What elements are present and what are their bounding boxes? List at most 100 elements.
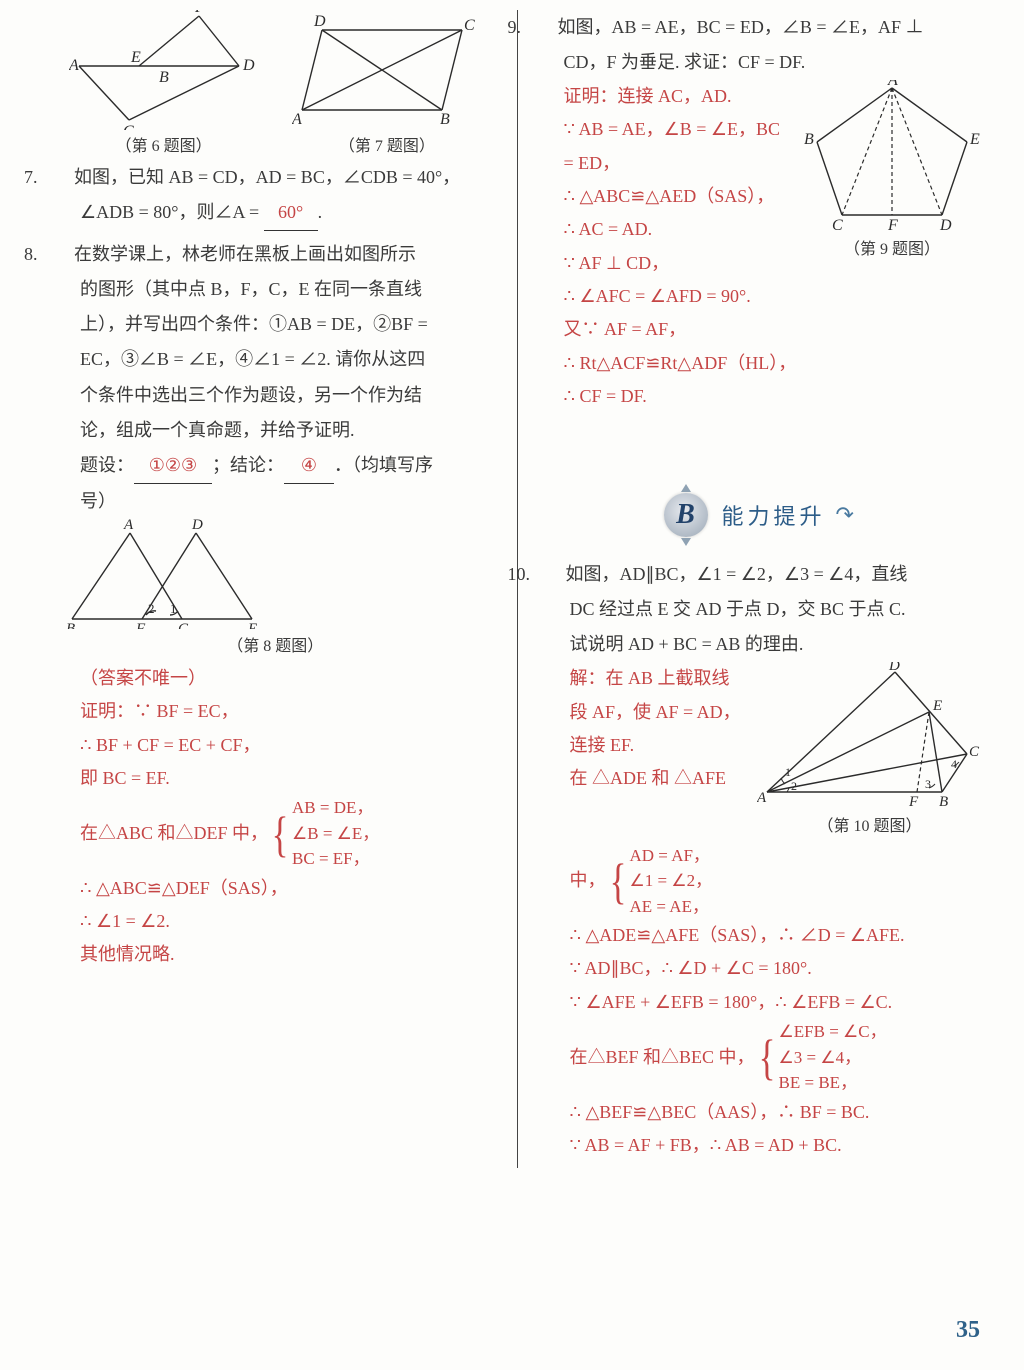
q8-proof-1: ∴ BF + CF = EC + CF，: [52, 729, 499, 762]
svg-text:E: E: [969, 131, 980, 148]
q10-pc1: ∵ AB = AF + FB，∴ AB = AD + BC.: [536, 1129, 983, 1162]
svg-text:F: F: [194, 10, 205, 16]
q10-l3: 试说明 AD + BC = AB 的理由.: [536, 627, 983, 662]
fig9-caption: （第 9 题图）: [802, 234, 982, 265]
svg-text:C: C: [464, 17, 475, 34]
brace-icon: {: [609, 856, 626, 906]
svg-text:E: E: [932, 698, 942, 714]
q10-sys2-2: BE = BE，: [779, 1070, 887, 1096]
fig8-caption: （第 8 题图）: [52, 631, 499, 662]
fig6-wrap: A B C D E F （第 6 题图）: [69, 10, 259, 156]
q10-pb1: ∵ AD∥BC，∴ ∠D + ∠C = 180°.: [536, 952, 983, 985]
q8-pt-1: ∴ ∠1 = ∠2.: [52, 905, 499, 938]
fig10-wrap: AB CD EF 12 34 （第 10 题图）: [757, 662, 982, 842]
q9-num: 9.: [536, 10, 558, 45]
svg-text:E: E: [130, 49, 141, 66]
q10-l1: 如图，AD∥BC，∠1 = ∠2，∠3 = ∠4，直线: [566, 564, 908, 584]
q9-p9: ∴ CF = DF.: [536, 380, 983, 413]
q10-pc0: ∴ △BEF≌△BEC（AAS），∴ BF = BC.: [536, 1096, 983, 1129]
fig7-caption: （第 7 题图）: [292, 132, 482, 156]
q9-l2: CD，F 为垂足. 求证：CF = DF.: [536, 45, 983, 80]
fig7-wrap: A B C D （第 7 题图）: [292, 10, 482, 156]
svg-text:B: B: [66, 621, 75, 629]
page-number: 35: [956, 1317, 980, 1344]
svg-text:3: 3: [925, 777, 931, 791]
q8-pt-2: 其他情况略.: [52, 938, 499, 971]
fig10-caption: （第 10 题图）: [757, 811, 982, 842]
svg-text:4: 4: [951, 757, 957, 771]
fig8-diagram: BF CE AD 21: [52, 519, 272, 629]
q8-l5: 个条件中选出三个作为题设，另一个作为结: [52, 378, 499, 413]
q8-sys-0: AB = DE，: [292, 795, 379, 821]
fig10-diagram: AB CD EF 12 34: [757, 662, 982, 807]
svg-text:1: 1: [170, 601, 177, 616]
svg-text:2: 2: [148, 601, 155, 616]
q10-pb2: ∵ ∠AFE + ∠EFB = 180°，∴ ∠EFB = ∠C.: [536, 986, 983, 1019]
q10-sys2-1: ∠3 = ∠4，: [779, 1045, 887, 1071]
q8-sys-2: BC = EF，: [292, 846, 379, 872]
q8-tishe-blank: ①②③: [134, 448, 212, 484]
q8-l6: 论，组成一个真命题，并给予证明.: [52, 413, 499, 448]
q8-sys-1: ∠B = ∠E，: [292, 821, 379, 847]
q8-tail2: 号）: [52, 484, 499, 519]
fig6-diagram: A B C D E F: [69, 10, 259, 130]
q8-sys-intro: 在△ABC 和△DEF 中，: [80, 817, 268, 850]
q10-sys2-0: ∠EFB = ∠C，: [779, 1019, 887, 1045]
fig8-wrap: BF CE AD 21 （第 8 题图）: [52, 519, 499, 662]
q7-line2-post: .: [318, 202, 323, 222]
q7: 7.如图，已知 AB = CD，AD = BC，∠CDB = 40°， ∠ADB…: [52, 160, 499, 231]
q8-ansnote: （答案不唯一）: [52, 662, 499, 695]
q8-jielun-blank: ④: [284, 448, 334, 484]
svg-text:A: A: [69, 57, 79, 74]
svg-text:A: A: [887, 80, 898, 89]
q7-num: 7.: [52, 160, 74, 195]
arrow-icon: ↷: [836, 502, 854, 528]
q9: 9.如图，AB = AE，BC = ED，∠B = ∠E，AF ⊥ CD，F 为…: [536, 10, 983, 413]
fig6-caption: （第 6 题图）: [69, 132, 259, 156]
q8-l3: 上），并写出四个条件：①AB = DE，②BF =: [52, 307, 499, 342]
q8-l1: 在数学课上，林老师在黑板上画出如图所示: [74, 244, 416, 264]
section-b-header: B 能力提升 ↷: [536, 493, 983, 537]
svg-text:2: 2: [791, 779, 797, 793]
q9-p7: 又∵ AF = AF，: [536, 313, 983, 346]
svg-text:B: B: [939, 794, 948, 807]
fig7-diagram: A B C D: [292, 10, 482, 130]
q9-l1: 如图，AB = AE，BC = ED，∠B = ∠E，AF ⊥: [558, 17, 924, 37]
svg-text:F: F: [135, 621, 146, 629]
svg-text:F: F: [887, 217, 898, 230]
q8: 8.在数学课上，林老师在黑板上画出如图所示 的图形（其中点 B，F，C，E 在同…: [52, 237, 499, 972]
q10-sys-0: AD = AF，: [630, 843, 713, 869]
q8-l4: EC，③∠B = ∠E，④∠1 = ∠2. 请你从这四: [52, 342, 499, 377]
svg-text:B: B: [159, 69, 169, 86]
section-badge-icon: B: [664, 493, 708, 537]
svg-text:A: A: [757, 790, 767, 806]
svg-text:1: 1: [785, 765, 791, 779]
svg-text:E: E: [247, 621, 257, 629]
q10: 10.如图，AD∥BC，∠1 = ∠2，∠3 = ∠4，直线 DC 经过点 E …: [536, 557, 983, 1162]
fig9-wrap: A BE CFD （第 9 题图）: [802, 80, 982, 265]
q7-blank: 60°: [264, 195, 318, 231]
q9-p6: ∴ ∠AFC = ∠AFD = 90°.: [536, 280, 983, 313]
section-title: 能力提升: [722, 499, 826, 531]
q8-num: 8.: [52, 237, 74, 272]
svg-text:B: B: [804, 131, 814, 148]
q7-line1: 如图，已知 AB = CD，AD = BC，∠CDB = 40°，: [74, 167, 460, 187]
q8-jielun-label: ；结论：: [212, 455, 284, 475]
q10-sys-intro: 中，: [570, 864, 606, 897]
q10-num: 10.: [536, 557, 566, 592]
q10-l2: DC 经过点 E 交 AD 于点 D，交 BC 于点 C.: [536, 592, 983, 627]
brace-icon: {: [272, 809, 289, 859]
fig9-diagram: A BE CFD: [802, 80, 982, 230]
brace-icon: {: [758, 1032, 775, 1082]
svg-text:B: B: [440, 111, 450, 128]
svg-text:D: D: [313, 13, 326, 30]
figures-row: A B C D E F （第 6 题图）: [52, 10, 499, 156]
q8-proof-0: 证明：∵ BF = EC，: [52, 695, 499, 728]
q8-tishe-label: 题设：: [80, 455, 134, 475]
svg-text:C: C: [969, 744, 980, 760]
svg-text:D: D: [939, 217, 952, 230]
q8-l2: 的图形（其中点 B，F，C，E 在同一条直线: [52, 272, 499, 307]
q10-sys2-intro: 在△BEF 和△BEC 中，: [570, 1041, 755, 1074]
q8-proof-2: 即 BC = EF.: [52, 762, 499, 795]
q7-line2-pre: ∠ADB = 80°，则∠A =: [80, 202, 264, 222]
